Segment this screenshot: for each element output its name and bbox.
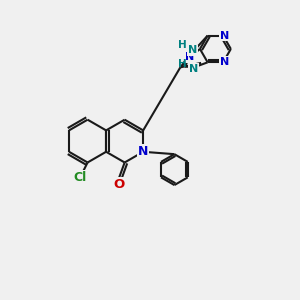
Text: N: N [220, 31, 229, 40]
Text: N: N [185, 52, 194, 62]
Text: H: H [178, 40, 187, 50]
Text: N: N [188, 64, 198, 74]
Text: H: H [178, 58, 187, 68]
Text: N: N [220, 57, 229, 67]
Text: Cl: Cl [74, 171, 87, 184]
Text: O: O [113, 178, 124, 191]
Text: N: N [188, 45, 197, 56]
Text: N: N [138, 145, 148, 158]
